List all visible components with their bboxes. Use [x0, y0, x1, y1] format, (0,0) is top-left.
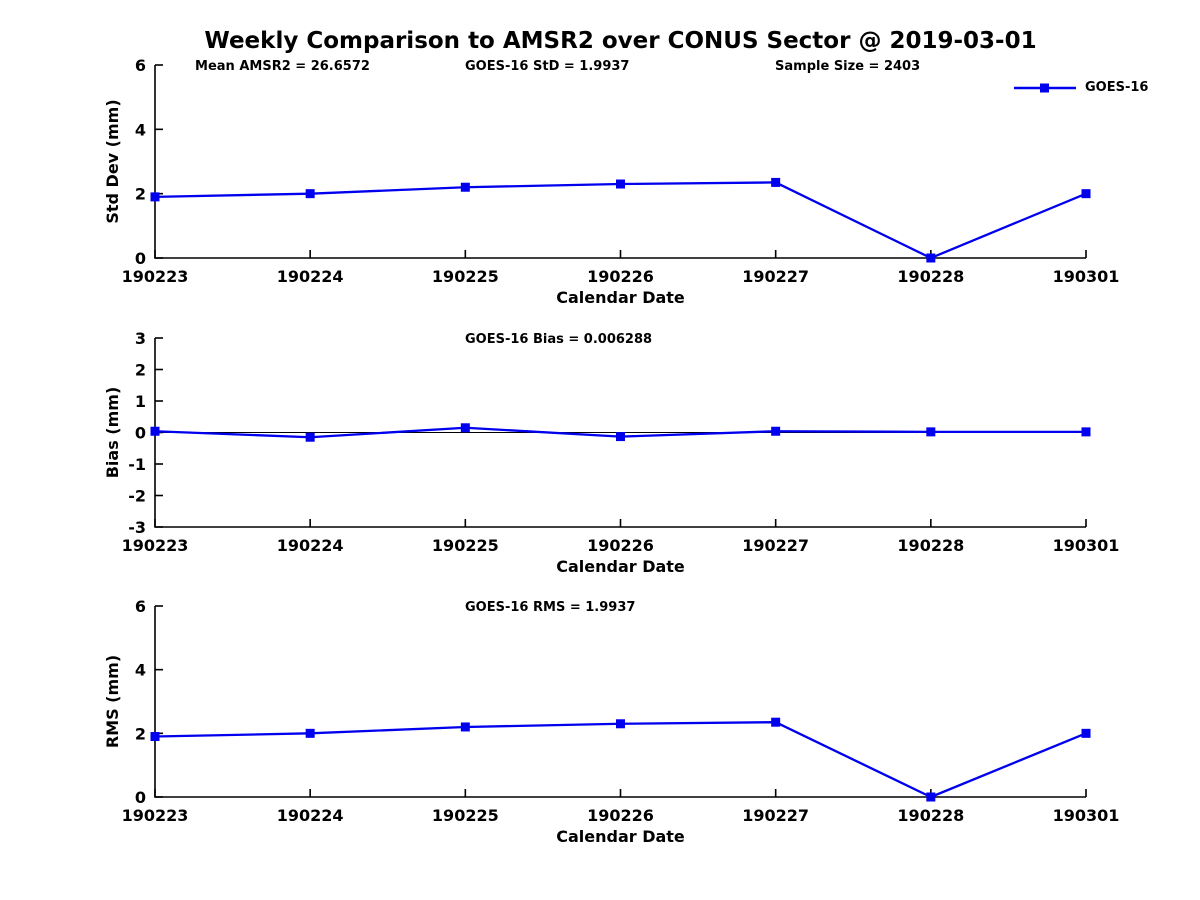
y-tick-label: 4	[135, 661, 146, 680]
x-tick-label: 190223	[122, 267, 189, 286]
x-tick-label: 190225	[432, 806, 499, 825]
data-point-marker	[460, 423, 470, 433]
x-tick-label: 190226	[587, 267, 654, 286]
x-tick-label: 190225	[432, 536, 499, 555]
y-tick-label: 6	[135, 56, 146, 75]
legend-key-icon	[1014, 83, 1076, 92]
subplot-annotation: GOES-16 StD = 1.9937	[465, 59, 629, 74]
data-point-marker	[926, 253, 936, 263]
y-tick-label: -3	[128, 518, 146, 537]
data-point-marker	[150, 192, 160, 202]
subplot-annotation: Sample Size = 2403	[775, 59, 920, 74]
x-tick-label: 190301	[1053, 267, 1120, 286]
x-tick-label: 190228	[897, 536, 964, 555]
y-axis-label: Bias (mm)	[103, 387, 122, 479]
x-tick-label: 190223	[122, 536, 189, 555]
x-tick-label: 190227	[742, 536, 809, 555]
x-tick-label: 190228	[897, 267, 964, 286]
x-tick-label: 190224	[277, 267, 344, 286]
axes-frame	[154, 606, 1086, 798]
x-tick-label: 190224	[277, 536, 344, 555]
x-tick-label: 190301	[1053, 806, 1120, 825]
data-point-marker	[1081, 427, 1091, 437]
x-axis-label: Calendar Date	[556, 288, 685, 307]
legend-marker	[1040, 83, 1049, 92]
data-point-marker	[460, 182, 470, 192]
data-point-marker	[305, 432, 315, 442]
subplot-annotation: Mean AMSR2 = 26.6572	[195, 59, 370, 74]
subplot-annotation: GOES-16 Bias = 0.006288	[465, 332, 652, 347]
x-tick-label: 190226	[587, 536, 654, 555]
data-point-marker	[771, 426, 781, 436]
legend-label: GOES-16	[1085, 80, 1149, 95]
data-point-marker	[616, 179, 625, 189]
y-tick-label: 1	[135, 392, 146, 411]
axes-frame	[154, 65, 1086, 259]
y-tick-label: 0	[135, 249, 146, 268]
subplot-rms: 0 2 4 6 190223 190224 190225 190226 190227 190228…	[103, 597, 1119, 846]
legend: GOES-16	[1013, 80, 1148, 95]
y-tick-label: 2	[135, 361, 146, 380]
x-tick-label: 190227	[742, 806, 809, 825]
page-title: Weekly Comparison to AMSR2 over CONUS Se…	[204, 28, 1037, 54]
y-axis-label: Std Dev (mm)	[103, 99, 122, 223]
series-line-goes-16	[154, 181, 1087, 260]
y-tick-label: 0	[135, 424, 146, 443]
x-tick-label: 190228	[897, 806, 964, 825]
x-axis-label: Calendar Date	[556, 557, 685, 576]
y-tick-label: -1	[128, 455, 146, 474]
y-tick-label: 6	[135, 597, 146, 616]
data-point-marker	[460, 722, 470, 732]
data-point-marker	[926, 427, 936, 437]
x-tick-label: 190223	[122, 806, 189, 825]
y-tick-label: 4	[135, 120, 146, 139]
y-tick-label: 0	[135, 788, 146, 807]
data-point-marker	[305, 189, 315, 199]
subplot-annotation: GOES-16 RMS = 1.9937	[465, 600, 635, 615]
y-tick-label: -2	[128, 487, 146, 506]
data-point-marker	[305, 728, 315, 738]
subplot-std-dev: 0 2 4 6 190223 190224 190225 190226 190227 190228…	[103, 56, 1119, 307]
y-tick-label: 2	[135, 185, 146, 204]
data-point-marker	[771, 717, 781, 727]
y-tick-label: 2	[135, 724, 146, 743]
data-point-marker	[1081, 189, 1091, 199]
y-tick-label: 3	[135, 329, 146, 348]
series-line-goes-16	[154, 721, 1087, 799]
x-tick-label: 190226	[587, 806, 654, 825]
x-axis-label: Calendar Date	[556, 827, 685, 846]
x-tick-label: 190227	[742, 267, 809, 286]
x-tick-label: 190224	[277, 806, 344, 825]
y-axis-label: RMS (mm)	[103, 655, 122, 748]
data-point-marker	[926, 792, 936, 802]
data-point-marker	[616, 719, 625, 729]
data-point-marker	[616, 432, 625, 442]
x-tick-label: 190301	[1053, 536, 1120, 555]
data-point-marker	[150, 732, 160, 742]
data-point-marker	[1081, 728, 1091, 738]
data-point-marker	[150, 426, 160, 436]
x-tick-label: 190225	[432, 267, 499, 286]
data-point-marker	[771, 177, 781, 187]
